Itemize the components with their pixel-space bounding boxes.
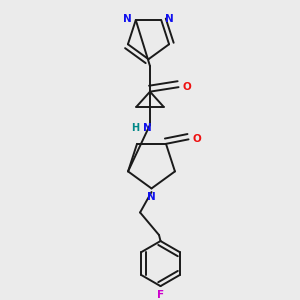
Text: N: N <box>147 192 156 202</box>
Text: H: H <box>131 123 140 133</box>
Text: N: N <box>123 14 132 24</box>
Text: O: O <box>193 134 201 144</box>
Text: N: N <box>165 14 174 24</box>
Text: O: O <box>183 82 191 92</box>
Text: N: N <box>142 123 152 133</box>
Text: F: F <box>157 290 164 300</box>
